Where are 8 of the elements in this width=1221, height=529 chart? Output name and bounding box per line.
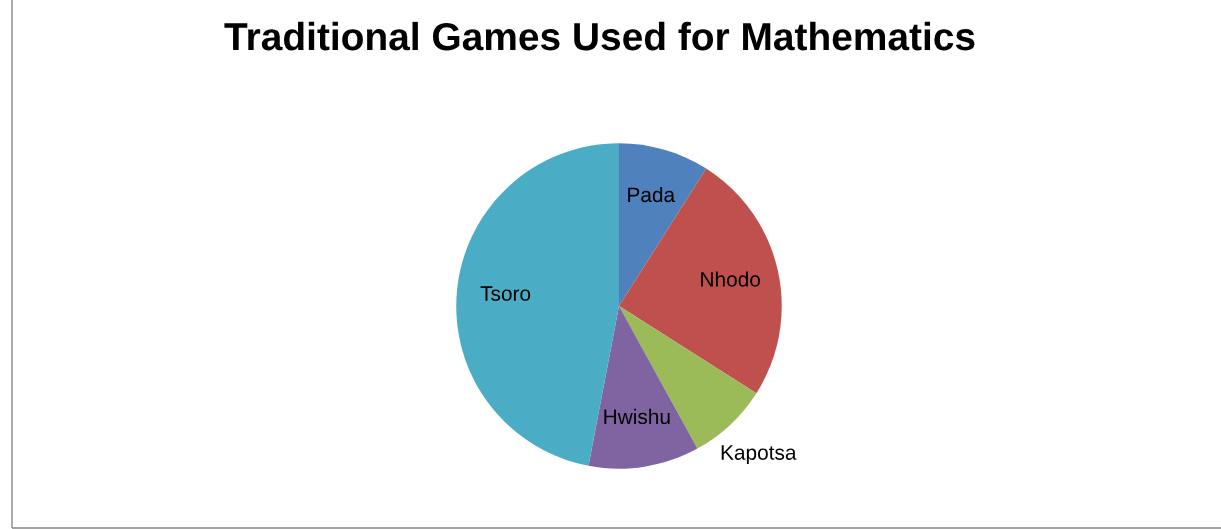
slice-label: Nhodo	[701, 271, 760, 287]
chart-title: Traditional Games Used for Mathematics	[224, 21, 975, 51]
slice-label: Kapotsa	[721, 445, 797, 465]
slice-label: Pada	[628, 186, 676, 203]
pie-slice	[588, 306, 698, 469]
slice-label: Tsoro	[480, 286, 531, 301]
pie-slice	[619, 168, 782, 394]
slice-label: Hwishu	[604, 408, 670, 425]
